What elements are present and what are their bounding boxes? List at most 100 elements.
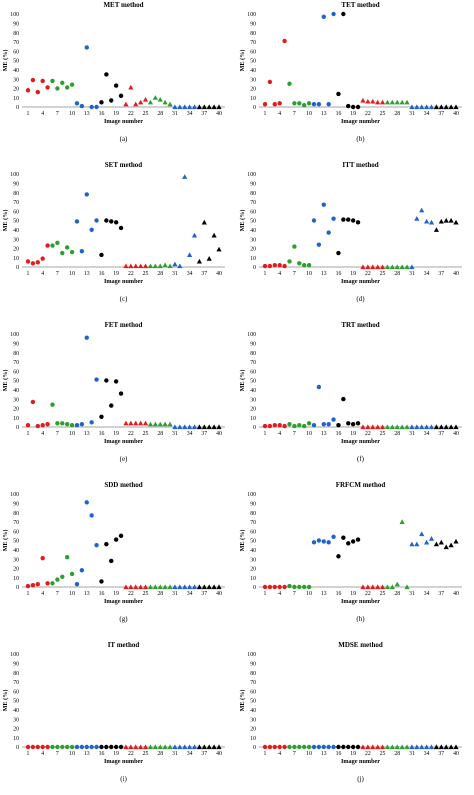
- y-axis-title: ME (%): [239, 530, 246, 552]
- data-point-circle: [306, 744, 312, 750]
- y-tick-label: 0: [16, 105, 19, 111]
- y-axis-title: ME (%): [239, 370, 246, 392]
- x-tick-label: 1: [264, 271, 267, 277]
- data-point-triangle: [370, 98, 376, 104]
- data-point-triangle: [419, 424, 425, 430]
- data-point-circle: [84, 335, 89, 340]
- y-tick-label: 70: [13, 680, 19, 686]
- data-point-triangle: [433, 744, 440, 750]
- y-tick-label: 90: [13, 342, 19, 348]
- data-point-triangle: [196, 424, 203, 430]
- x-tick-label: 1: [27, 591, 30, 597]
- data-point-circle: [30, 399, 36, 405]
- data-point-circle: [301, 744, 307, 750]
- data-point-circle: [282, 584, 287, 590]
- data-point-circle: [104, 218, 109, 223]
- data-point-circle: [104, 72, 109, 77]
- x-tick-label: 16: [99, 271, 105, 277]
- data-point-triangle: [182, 104, 188, 110]
- data-point-triangle: [424, 424, 430, 430]
- data-point-circle: [99, 414, 104, 419]
- y-tick-label: 60: [250, 49, 256, 55]
- data-point-circle: [40, 744, 45, 750]
- data-point-circle: [301, 423, 307, 429]
- y-tick-label: 50: [250, 379, 256, 385]
- data-point-circle: [350, 744, 356, 750]
- x-tick-label: 22: [365, 271, 371, 277]
- x-tick-label: 28: [157, 751, 163, 757]
- data-point-circle: [84, 45, 89, 50]
- data-point-triangle: [443, 744, 449, 750]
- y-tick-label: 0: [253, 585, 256, 591]
- y-tick-label: 30: [250, 237, 256, 243]
- data-point-triangle: [201, 744, 207, 750]
- x-tick-label: 16: [99, 751, 105, 757]
- data-point-triangle: [360, 424, 366, 430]
- data-point-circle: [321, 744, 326, 750]
- x-tick-label: 10: [69, 111, 75, 117]
- data-point-circle: [30, 77, 36, 83]
- y-tick-label: 20: [250, 87, 256, 93]
- data-point-circle: [40, 422, 45, 428]
- data-point-triangle: [177, 104, 183, 110]
- data-point-circle: [301, 584, 307, 590]
- data-point-triangle: [365, 744, 371, 750]
- x-tick-label: 34: [424, 751, 430, 757]
- data-point-triangle: [360, 264, 366, 270]
- x-tick-label: 25: [143, 591, 149, 597]
- data-point-circle: [321, 422, 326, 427]
- data-point-triangle: [206, 256, 212, 261]
- x-tick-label: 13: [321, 751, 327, 757]
- data-point-circle: [79, 248, 85, 254]
- x-tick-label: 13: [321, 271, 327, 277]
- data-point-triangle: [187, 744, 193, 750]
- data-point-triangle: [172, 744, 178, 750]
- data-point-triangle: [128, 744, 134, 750]
- data-point-triangle: [152, 744, 158, 750]
- data-point-circle: [292, 244, 297, 249]
- x-tick-label: 4: [278, 751, 281, 757]
- x-tick-label: 40: [453, 111, 459, 117]
- y-tick-label: 20: [250, 407, 256, 413]
- data-point-triangle: [394, 264, 400, 270]
- x-tick-label: 37: [201, 431, 207, 437]
- data-point-triangle: [414, 744, 420, 750]
- data-point-circle: [292, 744, 297, 750]
- data-point-circle: [292, 423, 297, 429]
- x-tick-label: 19: [113, 111, 119, 117]
- data-point-circle: [50, 78, 55, 84]
- x-tick-label: 16: [99, 591, 105, 597]
- data-point-circle: [113, 537, 119, 542]
- data-point-circle: [282, 744, 287, 750]
- x-axis-title: Image number: [341, 598, 380, 605]
- data-point-circle: [331, 417, 336, 422]
- data-point-circle: [45, 422, 50, 427]
- data-point-triangle: [201, 219, 207, 225]
- data-point-circle: [104, 378, 109, 383]
- data-point-circle: [55, 577, 60, 582]
- data-point-circle: [69, 744, 75, 750]
- data-point-triangle: [399, 519, 405, 524]
- data-point-triangle: [157, 96, 163, 102]
- data-point-circle: [118, 93, 124, 99]
- data-point-circle: [94, 744, 99, 750]
- y-tick-label: 80: [250, 671, 256, 677]
- data-point-triangle: [147, 584, 154, 590]
- x-tick-label: 4: [278, 111, 281, 117]
- chart-panel: TET method 0 10 20 30 40 50 60 70 80 90 100 1 4 7 10 13 1…: [239, 1, 462, 143]
- data-point-triangle: [187, 104, 193, 110]
- x-tick-label: 4: [41, 431, 44, 437]
- data-point-triangle: [133, 420, 139, 426]
- data-point-triangle: [142, 584, 149, 590]
- x-tick-label: 40: [453, 431, 459, 437]
- data-point-triangle: [433, 541, 440, 547]
- x-tick-label: 10: [306, 431, 312, 437]
- panel-label: (f): [357, 455, 365, 463]
- data-point-circle: [287, 259, 292, 264]
- y-tick-label: 100: [10, 172, 19, 178]
- data-point-triangle: [360, 584, 366, 590]
- y-axis-title: ME (%): [2, 370, 9, 392]
- data-point-triangle: [172, 424, 178, 430]
- data-point-triangle: [142, 420, 149, 426]
- data-point-circle: [55, 86, 60, 91]
